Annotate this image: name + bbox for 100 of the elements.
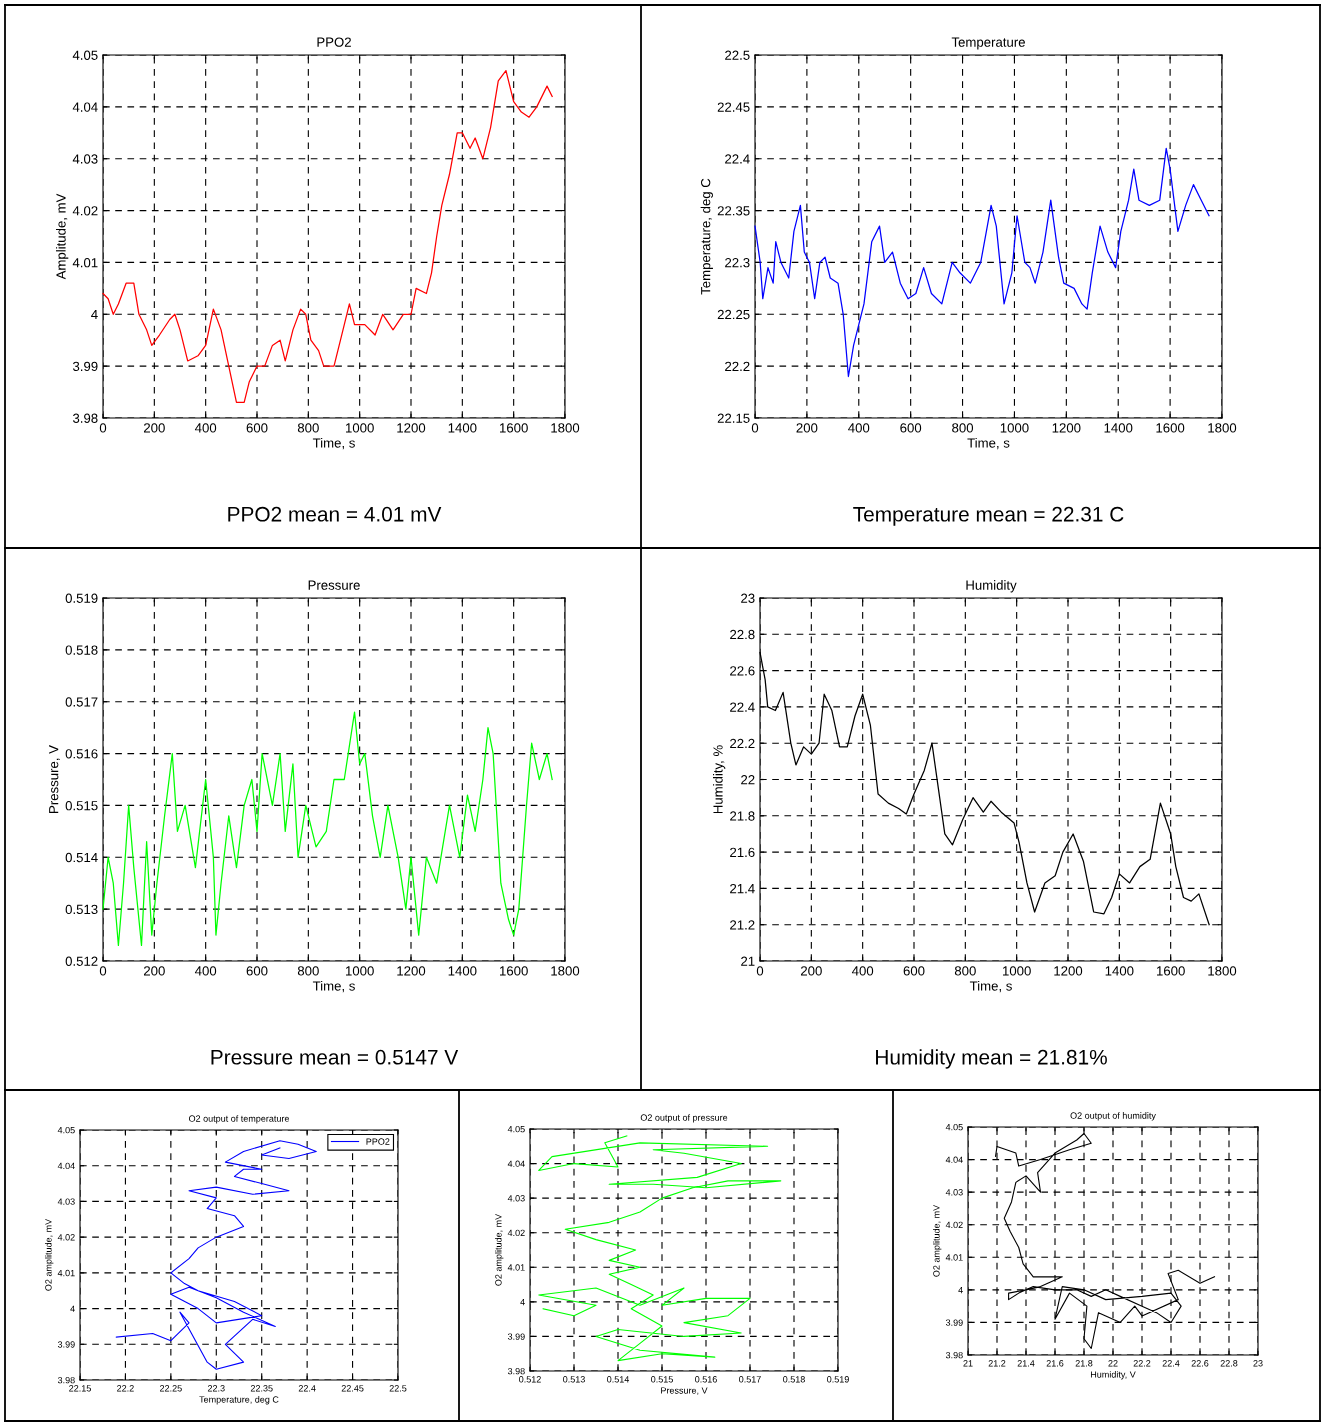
x-tick-label: 0.512 [519, 1376, 541, 1383]
y-tick-label: 3.98 [57, 1376, 75, 1384]
x-tick-label: 1800 [1208, 423, 1237, 433]
x-tick-label: 200 [796, 423, 818, 433]
y-tick-label: 4.02 [57, 1234, 75, 1241]
x-tick-label: 400 [851, 966, 874, 976]
x-tick-label: 0.514 [607, 1376, 630, 1383]
y-tick-label: 4.03 [507, 1195, 525, 1202]
y-tick-label: 4.01 [57, 1269, 75, 1277]
x-tick-label: 22 [1108, 1360, 1118, 1367]
x-tick-label: 200 [800, 966, 822, 976]
y-tick-label: 22.2 [730, 738, 755, 748]
x-tick-label: 200 [143, 423, 165, 433]
y-tick-label: 22.35 [717, 206, 750, 216]
x-tick-label: 600 [900, 423, 922, 433]
x-tick-label: 21.2 [988, 1360, 1006, 1367]
x-tick-label: 22.2 [117, 1385, 134, 1392]
y-axis-title: Amplitude, mV [55, 193, 69, 280]
y-tick-label: 4.04 [72, 102, 98, 112]
y-tick-label: 21.8 [730, 811, 755, 821]
x-tick-label: 22.4 [298, 1385, 316, 1392]
x-tick-label: 1600 [1156, 423, 1185, 433]
y-axis-title: Humidity, % [712, 745, 726, 814]
y-tick-label: 0.515 [65, 801, 98, 811]
x-tick-label: 800 [297, 423, 319, 433]
y-axis-title: Temperature, deg C [700, 178, 713, 295]
y-axis-title: O2 amplitude, mV [44, 1218, 54, 1291]
x-axis-title: Time, s [312, 980, 355, 993]
y-tick-label: 3.99 [507, 1333, 525, 1340]
y-tick-label: 22.25 [717, 309, 750, 320]
x-tick-label: 22.2 [1133, 1360, 1151, 1367]
x-tick-label: 22.35 [250, 1385, 273, 1392]
y-tick-label: 0.519 [65, 593, 98, 603]
x-tick-label: 1600 [500, 423, 528, 433]
y-tick-label: 4.05 [72, 50, 98, 60]
x-tick-label: 1400 [448, 966, 477, 976]
y-tick-label: 22.45 [717, 102, 750, 112]
y-tick-label: 22.8 [730, 629, 755, 640]
y-tick-label: 4.05 [945, 1123, 963, 1131]
y-tick-label: 4.05 [507, 1125, 525, 1133]
x-axis-title: Time, s [969, 980, 1012, 993]
x-tick-label: 22.4 [1162, 1360, 1180, 1367]
chart-title: PPO2 [317, 37, 351, 47]
y-tick-label: 22.15 [717, 413, 750, 423]
x-tick-label: 1400 [1105, 966, 1134, 976]
y-tick-label: 0.512 [65, 956, 98, 966]
text: Humidity mean = 21.81% [876, 1049, 1107, 1069]
x-axis-title: Time, s [967, 437, 1010, 450]
y-tick-label: 3.98 [507, 1367, 525, 1375]
x-tick-label: 800 [954, 966, 976, 976]
x-axis-title: Pressure, V [661, 1387, 708, 1395]
x-tick-label: 600 [246, 966, 268, 976]
y-axis-title: O2 amplitude, mV [494, 1213, 504, 1286]
x-tick-label: 1800 [1208, 966, 1237, 976]
y-tick-label: 23 [741, 593, 755, 603]
y-tick-label: 22.5 [725, 50, 750, 60]
x-tick-label: 1200 [397, 966, 426, 976]
y-tick-label: 4.03 [57, 1198, 75, 1205]
x-tick-label: 0 [756, 966, 764, 976]
y-tick-label: 4.01 [945, 1254, 963, 1261]
text: PPO2 mean = 4.01 mV [228, 506, 442, 522]
chart-title: Humidity [966, 580, 1017, 593]
y-tick-label: 21.6 [730, 847, 755, 858]
y-tick-label: 3.99 [72, 361, 98, 372]
y-axis-title: Pressure, V [49, 745, 60, 813]
y-tick-label: 0.514 [65, 852, 98, 863]
x-tick-label: 22.6 [1191, 1360, 1209, 1367]
x-tick-label: 600 [246, 423, 268, 433]
text: Pressure mean = 0.5147 V [211, 1049, 459, 1065]
line-series [102, 711, 553, 947]
x-tick-label: 1600 [1157, 966, 1185, 976]
x-tick-label: 1200 [1054, 966, 1083, 976]
y-tick-label: 22 [741, 775, 755, 785]
x-tick-label: 22.45 [341, 1385, 364, 1392]
y-tick-label: 4.02 [507, 1229, 525, 1237]
chart-title: Temperature [951, 37, 1025, 50]
x-tick-label: 0.518 [783, 1376, 805, 1383]
x-tick-label: 0.513 [563, 1376, 585, 1383]
x-tick-label: 0.516 [695, 1376, 717, 1383]
x-tick-label: 23 [1253, 1360, 1263, 1367]
x-tick-label: 1800 [551, 966, 580, 976]
x-tick-label: 0.519 [827, 1376, 849, 1383]
y-tick-label: 0.513 [65, 904, 98, 915]
line-series [754, 147, 1210, 378]
x-tick-label: 800 [297, 966, 319, 976]
y-tick-label: 3.99 [945, 1319, 963, 1326]
line-series [538, 1135, 782, 1362]
x-tick-label: 1200 [397, 423, 426, 433]
x-tick-label: 21.8 [1075, 1360, 1093, 1367]
x-tick-label: 1000 [346, 423, 374, 433]
x-tick-label: 200 [143, 966, 165, 976]
y-tick-label: 4.03 [72, 154, 98, 164]
line-series [115, 1140, 317, 1370]
y-tick-label: 22.6 [730, 666, 755, 676]
y-tick-label: 21.4 [730, 883, 755, 894]
y-tick-label: 4.02 [72, 206, 98, 216]
y-tick-label: 4.04 [57, 1162, 75, 1170]
chart-title: O2 output of humidity [1070, 1112, 1156, 1121]
x-tick-label: 1000 [1000, 423, 1029, 433]
y-tick-label: 22.3 [725, 258, 750, 268]
